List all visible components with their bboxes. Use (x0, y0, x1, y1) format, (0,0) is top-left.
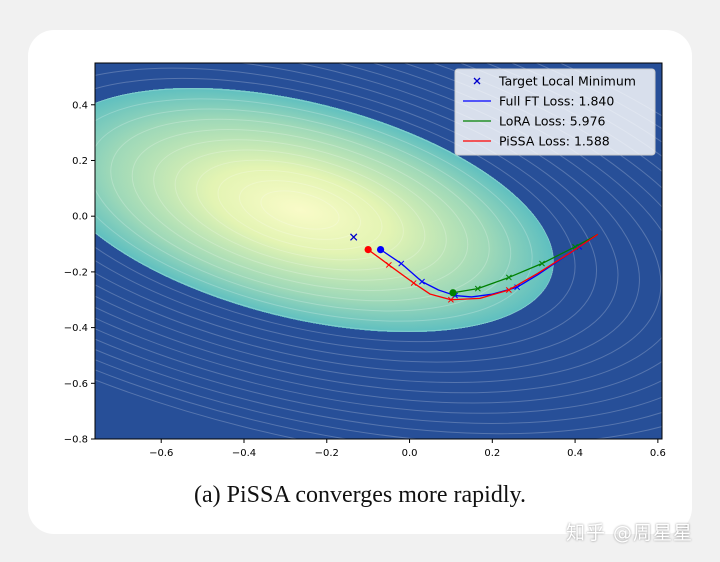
series-line (367, 233, 599, 301)
contour-line (217, 169, 383, 251)
x-tick-label: −0.2 (315, 448, 339, 459)
contour-line (0, 0, 719, 461)
y-tick-label: −0.8 (64, 435, 88, 446)
legend-target-symbol (473, 77, 481, 85)
x-axis: −0.6 −0.4 −0.2 0.0 0.2 0.4 0.6 (149, 439, 666, 459)
contour-line (95, 77, 576, 343)
series-point-marker (505, 274, 512, 281)
x-tick-label: 0.6 (650, 448, 666, 459)
series-point-marker (385, 261, 392, 268)
contour-line (196, 159, 404, 261)
contour-line (110, 118, 490, 302)
series-point-marker (474, 285, 481, 292)
contour-line (0, 0, 720, 531)
legend: Target Local Minimum Full FT Loss: 1.840 L… (454, 68, 656, 156)
x-tick-label: 0.0 (402, 448, 418, 459)
y-axis: −0.8 −0.6 −0.4 −0.2 0.0 0.2 0.4 (64, 100, 95, 446)
y-tick-label: 0.4 (72, 100, 88, 111)
y-tick-label: −0.2 (64, 267, 88, 278)
series-end-point (449, 289, 457, 297)
contour-line (0, 0, 720, 503)
x-tick-label: 0.4 (567, 448, 583, 459)
contour-line (153, 139, 447, 281)
y-tick-label: −0.4 (64, 323, 88, 334)
target-layer (350, 233, 358, 241)
contour-line (0, 0, 720, 517)
x-tick-label: −0.4 (232, 448, 256, 459)
y-tick-label: −0.6 (64, 379, 88, 390)
contour-line (0, 0, 720, 489)
series-point-marker (410, 280, 417, 286)
contour-line (131, 129, 469, 291)
contour-line (95, 67, 598, 353)
series-point-marker (419, 278, 425, 285)
contour-line (260, 190, 340, 230)
series-point-marker (539, 260, 545, 267)
plot-frame (94, 62, 663, 440)
series-end-point (364, 246, 372, 254)
series-end-point (376, 246, 385, 254)
y-tick-label: 0.2 (72, 156, 88, 167)
series-line (452, 233, 599, 294)
legend-label: Full FT Loss: 1.840 (499, 94, 614, 109)
contour-line (95, 63, 619, 363)
x-tick-label: 0.2 (484, 448, 500, 459)
series-point-marker (398, 260, 405, 267)
figure-caption: (a) PiSSA converges more rapidly. (194, 482, 526, 508)
watermark: 知乎 @周星星 (566, 522, 694, 544)
series-layer (364, 233, 599, 303)
legend-label: PiSSA Loss: 1.588 (499, 134, 610, 149)
contour-line (95, 108, 512, 312)
contour-line (95, 88, 555, 332)
legend-label-target: Target Local Minimum (498, 74, 636, 89)
contour-line (0, 0, 672, 433)
contour-line (0, 0, 696, 447)
series-point-marker (505, 287, 512, 293)
legend-box (454, 68, 656, 156)
y-tick-label: 0.0 (72, 212, 88, 223)
contour-line (174, 149, 426, 271)
contour-line (239, 180, 361, 240)
target-marker-stroke (350, 233, 358, 241)
contour-line (0, 0, 720, 475)
contour-line (0, 0, 720, 545)
legend-label: LoRA Loss: 5.976 (499, 114, 606, 129)
x-tick-label: −0.6 (149, 448, 173, 459)
series-point-marker (447, 296, 454, 303)
